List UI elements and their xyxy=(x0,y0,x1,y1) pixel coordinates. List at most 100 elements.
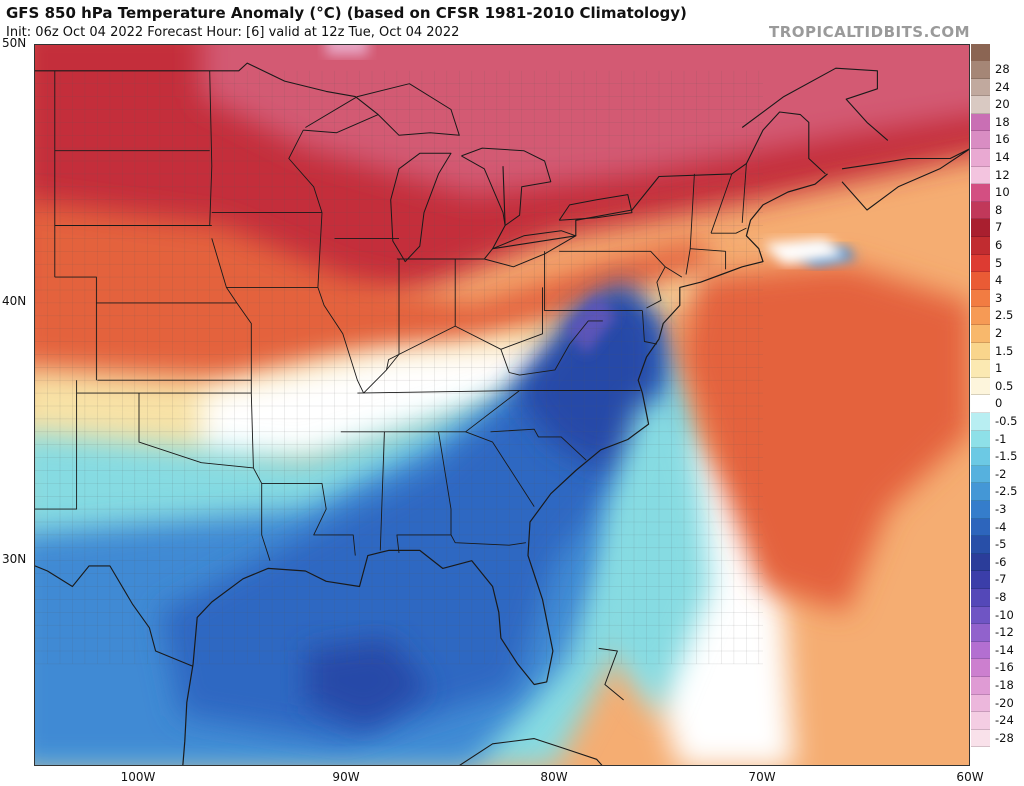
legend-swatch xyxy=(971,184,990,202)
legend-label: -14 xyxy=(995,642,1014,657)
legend-entry: 14 xyxy=(970,149,1024,167)
lake-huron xyxy=(461,147,552,226)
legend-swatch xyxy=(971,307,990,325)
legend-label: -8 xyxy=(995,590,1007,604)
latitude-label: 30N xyxy=(2,551,27,566)
legend-swatch xyxy=(971,395,990,413)
legend-entry: 2 xyxy=(970,325,1024,343)
legend-label: 0.5 xyxy=(995,378,1014,393)
legend-entry: -4 xyxy=(970,518,1024,537)
state-border xyxy=(211,238,252,394)
legend-entry: -20 xyxy=(970,694,1024,713)
legend-swatch xyxy=(971,254,990,273)
legend-label: 18 xyxy=(995,114,1010,129)
state-border xyxy=(209,70,213,226)
legend-entry: -5 xyxy=(970,536,1024,554)
legend-entry: 5 xyxy=(970,254,1024,273)
legend-swatch xyxy=(971,61,990,79)
legend-swatch xyxy=(971,518,990,537)
legend-label: 28 xyxy=(995,62,1010,76)
state-border xyxy=(138,393,254,469)
legend-swatch xyxy=(971,131,990,149)
state-borders xyxy=(35,62,969,765)
legend-label: 2 xyxy=(995,326,1003,340)
anomaly-magenta-north xyxy=(201,45,969,195)
legend-swatch xyxy=(971,501,990,519)
legend-entry: -2.5 xyxy=(970,483,1024,501)
anomaly-field xyxy=(35,45,969,765)
legend-label: 1 xyxy=(995,361,1003,376)
state-border xyxy=(646,266,666,309)
state-border xyxy=(641,310,657,345)
legend-swatch xyxy=(971,149,990,167)
legend-entry: 7 xyxy=(970,219,1024,237)
legend-swatch xyxy=(971,659,990,677)
state-border xyxy=(450,534,526,546)
legend-swatch xyxy=(971,465,990,484)
legend-swatch xyxy=(971,237,990,255)
mexico-coast xyxy=(182,663,194,765)
legend-swatch xyxy=(971,113,990,132)
legend-label: 6 xyxy=(995,238,1003,252)
state-border xyxy=(690,248,726,252)
state-border xyxy=(711,227,747,234)
legend-label: 24 xyxy=(995,79,1010,94)
legend-entry: 20 xyxy=(970,96,1024,114)
legend-label: -2.5 xyxy=(995,484,1018,499)
legend-entry: -7 xyxy=(970,571,1024,589)
legend-entry: 6 xyxy=(970,237,1024,255)
legend-entry: 28 xyxy=(970,61,1024,79)
legend-swatch xyxy=(971,430,990,449)
legend-label: -24 xyxy=(995,713,1014,728)
legend-swatch xyxy=(971,289,990,308)
anomaly-red-ocean xyxy=(679,264,969,613)
legend-swatch xyxy=(971,553,990,572)
legend-entry: -6 xyxy=(970,553,1024,572)
latitude-label: 50N xyxy=(2,36,27,50)
gulf-coastline xyxy=(192,173,828,686)
state-border xyxy=(741,163,747,223)
legend-entry: 2.5 xyxy=(970,307,1024,325)
legend-swatch xyxy=(971,641,990,660)
legend-swatch xyxy=(971,536,990,554)
legend-swatch xyxy=(971,360,990,378)
legend-swatch xyxy=(971,325,990,343)
map-canvas xyxy=(35,45,969,765)
lake-michigan xyxy=(390,152,452,263)
longitude-label: 90W xyxy=(332,770,360,784)
legend-entry: -24 xyxy=(970,712,1024,730)
legend-entry: 18 xyxy=(970,113,1024,132)
legend-entry: 0 xyxy=(970,395,1024,413)
legend-swatch xyxy=(971,96,990,114)
state-border xyxy=(544,251,643,312)
legend-label: 8 xyxy=(995,202,1003,217)
legend-entry: -2 xyxy=(970,465,1024,484)
legend-entry: 24 xyxy=(970,78,1024,97)
legend-entry: 8 xyxy=(970,201,1024,220)
legend-entry: -18 xyxy=(970,677,1024,695)
legend-label: -7 xyxy=(995,572,1007,587)
legend-entry: 16 xyxy=(970,131,1024,149)
anomaly-light-blue-atlantic xyxy=(596,393,711,716)
brand-watermark: TROPICALTIDBITS.COM xyxy=(769,23,970,41)
anomaly-orange-plains xyxy=(35,202,722,419)
state-border xyxy=(490,428,587,461)
anomaly-navy-gulf xyxy=(305,638,431,729)
longitude-label: 60W xyxy=(956,770,984,784)
legend-swatch xyxy=(971,606,990,625)
legend-entry: 10 xyxy=(970,184,1024,202)
legend-label: -28 xyxy=(995,730,1014,745)
legend-entry: 0.5 xyxy=(970,377,1024,396)
state-border xyxy=(386,259,400,370)
legend-label: -1 xyxy=(995,431,1007,446)
latitude-label: 40N xyxy=(2,293,27,308)
legend-label: -20 xyxy=(995,695,1014,710)
mexico-border xyxy=(35,565,194,667)
state-border xyxy=(54,276,97,381)
legend-swatch xyxy=(971,624,990,642)
legend-swatch xyxy=(971,694,990,713)
cuba xyxy=(459,738,603,765)
state-border xyxy=(379,431,385,551)
legend-label: -4 xyxy=(995,519,1007,534)
legend-entry: -10 xyxy=(970,606,1024,625)
